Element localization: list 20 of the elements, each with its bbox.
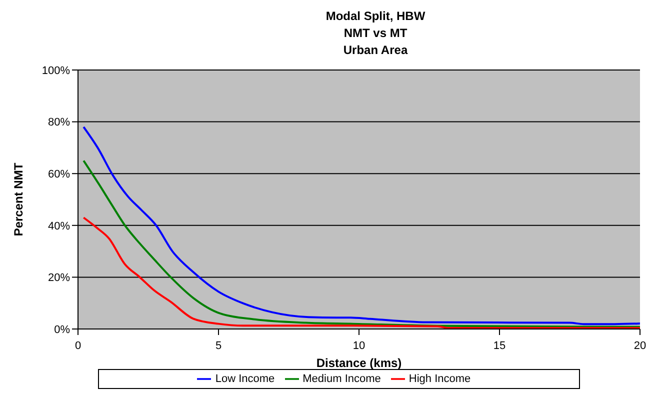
legend-label: Low Income xyxy=(215,372,275,385)
x-tick-label: 0 xyxy=(74,340,82,352)
line-series xyxy=(82,216,640,329)
y-tick-label: 40% xyxy=(48,220,70,232)
y-tick-label: 100% xyxy=(42,64,70,77)
y-axis-title: Percent NMT xyxy=(11,162,26,236)
line-series xyxy=(82,160,640,328)
legend-label: Medium Income xyxy=(302,372,381,385)
y-tick-label: 20% xyxy=(48,272,70,284)
y-tick-label: 60% xyxy=(48,168,70,181)
x-tick-label: 20 xyxy=(634,340,646,352)
line-series xyxy=(82,126,640,326)
chart-title: Modal Split, HBW NMT vs MT Urban Area xyxy=(324,8,426,59)
y-tick-label: 0% xyxy=(54,324,70,336)
x-tick-label: 15 xyxy=(493,340,506,352)
x-axis-title: Distance (kms) xyxy=(316,356,402,370)
x-tick-label: 10 xyxy=(352,340,366,352)
legend-label: High Income xyxy=(408,372,471,385)
y-tick-label: 80% xyxy=(48,116,70,129)
x-tick-label: 5 xyxy=(215,340,222,352)
